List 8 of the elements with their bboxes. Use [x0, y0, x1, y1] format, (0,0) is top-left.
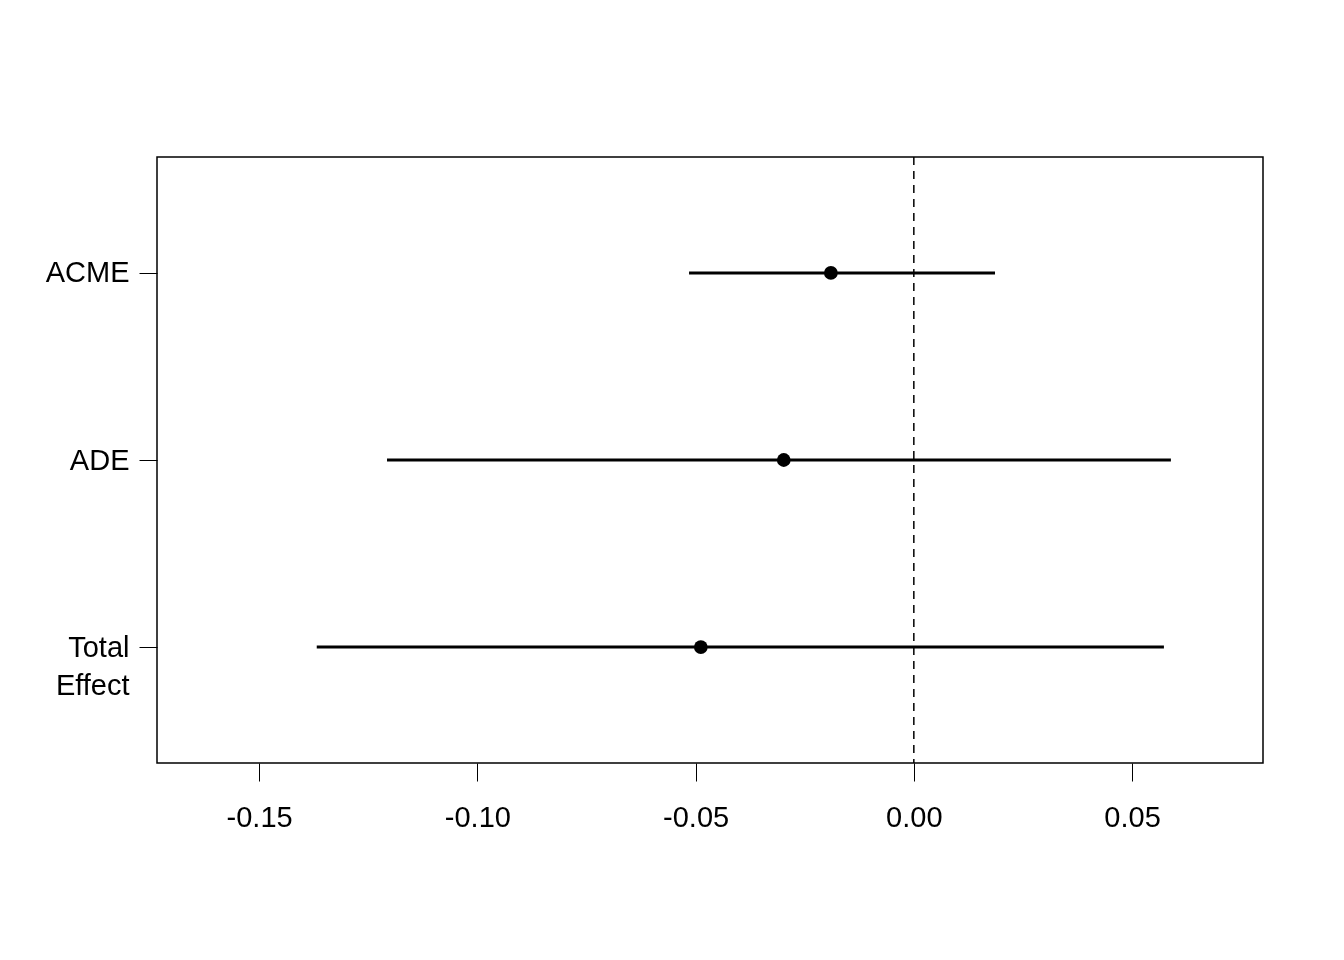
- y-tick-label: Total Effect: [55, 630, 130, 701]
- x-tick-label: -0.05: [663, 800, 730, 833]
- x-tick-label: -0.10: [444, 800, 511, 833]
- x-tick-label: 0.00: [886, 800, 943, 833]
- y-tick-label: ADE: [69, 443, 130, 476]
- y-tick-label: ACME: [45, 256, 130, 289]
- x-tick-label: -0.15: [226, 800, 293, 833]
- x-tick-label: 0.05: [1104, 800, 1161, 833]
